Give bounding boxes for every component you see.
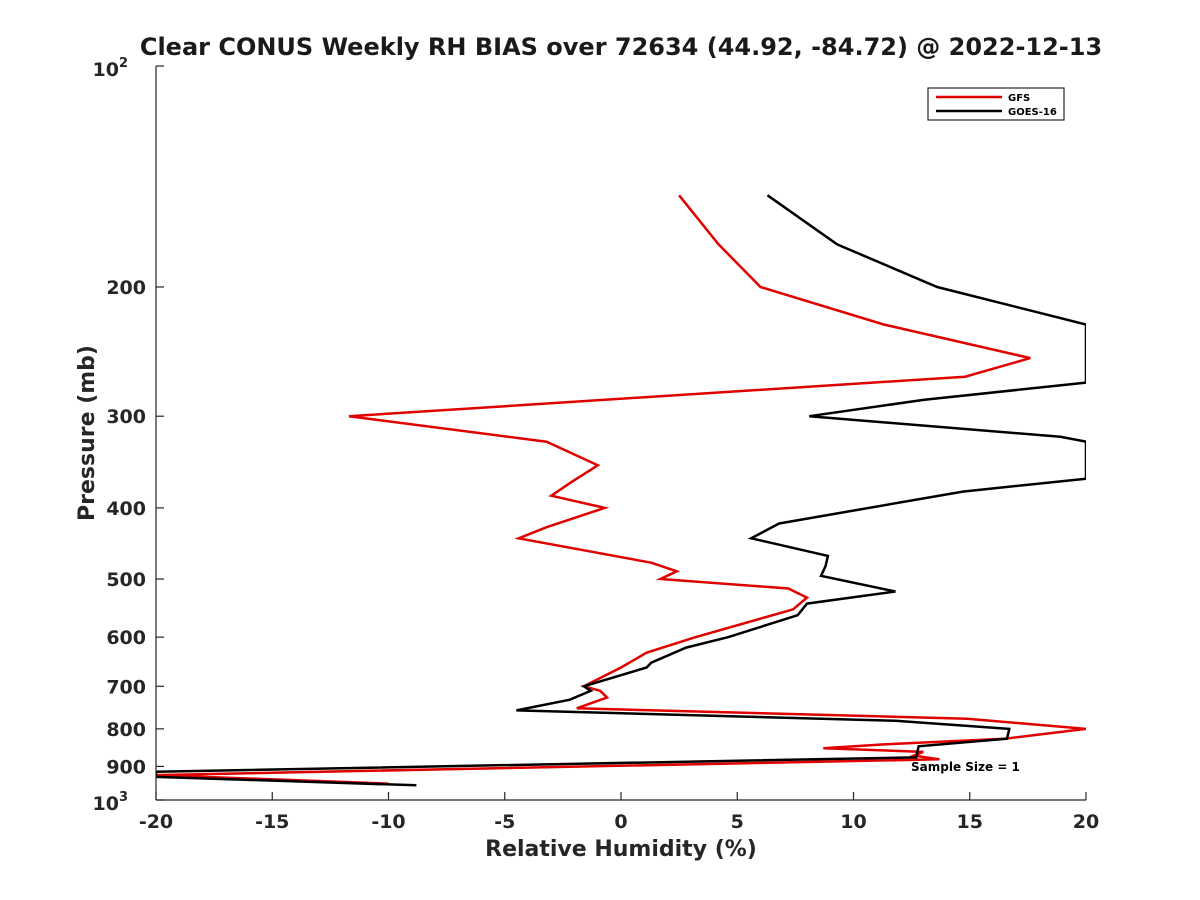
- x-tick-label: -5: [494, 811, 515, 833]
- x-axis-label: Relative Humidity (%): [485, 837, 757, 862]
- y-tick-label: 300: [106, 406, 146, 428]
- chart-title: Clear CONUS Weekly RH BIAS over 72634 (4…: [140, 33, 1102, 61]
- x-tick-label: -10: [371, 811, 405, 833]
- x-tick-label: 15: [957, 811, 983, 833]
- y-top-label-exponent: 2: [119, 56, 128, 71]
- x-tick-label: 0: [614, 811, 627, 833]
- y-tick-label: 500: [106, 569, 146, 591]
- x-tick-label: -15: [255, 811, 289, 833]
- y-tick-label: 200: [106, 277, 146, 299]
- x-ticks: -20 -15 -10 -5 0 5 10 15 20: [139, 792, 1099, 833]
- y-tick-label: 400: [106, 498, 146, 520]
- x-tick-label: -20: [139, 811, 173, 833]
- y-top-label-base: 10: [93, 59, 119, 81]
- y-tick-label: 800: [106, 719, 146, 741]
- legend: GFS GOES-16: [927, 87, 1065, 121]
- x-tick-label: 5: [731, 811, 744, 833]
- y-bottom-label: 103: [93, 790, 129, 815]
- series-line-goes16: [156, 194, 1086, 787]
- legend-box: [927, 87, 1065, 121]
- y-bottom-label-base: 10: [93, 793, 119, 815]
- y-ticks: 200 300 400 500 600 700 800 900: [106, 65, 164, 801]
- y-top-label: 102: [93, 56, 129, 81]
- series-layer: [156, 194, 1086, 787]
- y-bottom-label-exponent: 3: [119, 790, 128, 805]
- legend-label-goes16: GOES-16: [1008, 107, 1057, 118]
- x-tick-label: 10: [840, 811, 866, 833]
- x-tick-label: 20: [1073, 811, 1099, 833]
- y-tick-label: 600: [106, 627, 146, 649]
- series-line-gfs: [156, 194, 1086, 785]
- legend-label-gfs: GFS: [1008, 93, 1030, 104]
- y-tick-label: 900: [106, 756, 146, 778]
- y-tick-label: 700: [106, 676, 146, 698]
- y-axis-label: Pressure (mb): [75, 345, 100, 521]
- sample-size-annotation: Sample Size = 1: [911, 760, 1020, 774]
